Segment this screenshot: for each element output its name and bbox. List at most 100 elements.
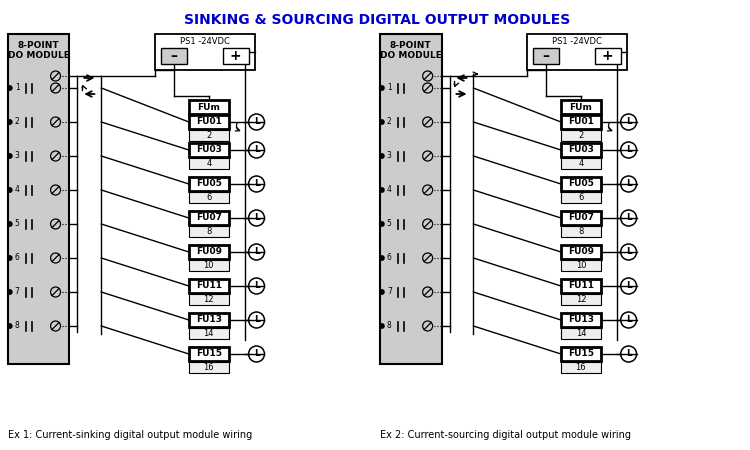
- Text: 7: 7: [15, 288, 20, 297]
- Text: 4: 4: [387, 185, 392, 194]
- Text: 2: 2: [387, 117, 392, 126]
- Text: L: L: [254, 145, 260, 154]
- Bar: [8, 34, 70, 364]
- Text: 2: 2: [206, 131, 212, 140]
- Text: FU09: FU09: [196, 248, 222, 256]
- Text: L: L: [626, 350, 632, 359]
- Text: 10: 10: [575, 261, 586, 270]
- Bar: [561, 100, 601, 114]
- Circle shape: [380, 120, 384, 124]
- Text: Ex 2: Current-sourcing digital output module wiring: Ex 2: Current-sourcing digital output mo…: [380, 430, 631, 440]
- Text: 8: 8: [578, 227, 584, 236]
- Bar: [189, 294, 229, 305]
- Circle shape: [380, 188, 384, 192]
- Text: 10: 10: [203, 261, 214, 270]
- Text: +: +: [230, 49, 242, 63]
- Text: FU05: FU05: [196, 180, 222, 189]
- Text: 8-POINT: 8-POINT: [390, 41, 431, 50]
- Text: L: L: [254, 315, 260, 324]
- Text: 5: 5: [387, 220, 392, 229]
- Bar: [595, 48, 621, 64]
- Circle shape: [8, 290, 12, 294]
- Bar: [561, 294, 601, 305]
- Text: FU05: FU05: [568, 180, 594, 189]
- Text: FU07: FU07: [196, 213, 222, 222]
- Text: 2: 2: [578, 131, 584, 140]
- Circle shape: [380, 290, 384, 294]
- Text: –: –: [542, 49, 550, 63]
- Text: FU15: FU15: [196, 350, 222, 359]
- Text: FU03: FU03: [196, 145, 222, 154]
- Text: 6: 6: [578, 193, 584, 202]
- Text: DO MODULE: DO MODULE: [8, 51, 70, 60]
- Bar: [561, 211, 601, 225]
- Text: 16: 16: [203, 363, 214, 372]
- Text: 1: 1: [387, 84, 392, 93]
- Text: 6: 6: [387, 253, 392, 262]
- Text: L: L: [626, 282, 632, 291]
- Bar: [189, 158, 229, 169]
- Bar: [161, 48, 187, 64]
- Text: L: L: [254, 213, 260, 222]
- Text: 3: 3: [15, 152, 20, 161]
- Bar: [561, 143, 601, 157]
- Bar: [189, 130, 229, 141]
- Text: 6: 6: [206, 193, 212, 202]
- Text: 3: 3: [387, 152, 392, 161]
- Bar: [380, 34, 442, 364]
- Circle shape: [380, 154, 384, 158]
- Text: FU13: FU13: [196, 315, 222, 324]
- Text: 8: 8: [387, 321, 392, 330]
- Bar: [561, 245, 601, 259]
- Text: FU13: FU13: [568, 315, 594, 324]
- Text: L: L: [254, 117, 260, 126]
- Bar: [189, 100, 229, 114]
- Text: L: L: [254, 180, 260, 189]
- Text: 14: 14: [203, 329, 214, 338]
- Bar: [189, 279, 229, 293]
- Text: 4: 4: [206, 159, 212, 168]
- Bar: [189, 177, 229, 191]
- Bar: [189, 313, 229, 327]
- Circle shape: [380, 86, 384, 90]
- Text: Ex 1: Current-sinking digital output module wiring: Ex 1: Current-sinking digital output mod…: [8, 430, 252, 440]
- Bar: [189, 328, 229, 339]
- Text: 1: 1: [15, 84, 20, 93]
- Bar: [527, 34, 627, 70]
- Text: L: L: [254, 282, 260, 291]
- Text: FU11: FU11: [568, 282, 594, 291]
- Circle shape: [8, 120, 12, 124]
- Text: –: –: [170, 49, 178, 63]
- Text: L: L: [626, 117, 632, 126]
- Circle shape: [8, 256, 12, 260]
- Text: 4: 4: [578, 159, 584, 168]
- Bar: [561, 115, 601, 129]
- Text: L: L: [626, 180, 632, 189]
- Text: PS1 -24VDC: PS1 -24VDC: [180, 36, 230, 45]
- Text: PS1 -24VDC: PS1 -24VDC: [552, 36, 602, 45]
- Text: FU15: FU15: [568, 350, 594, 359]
- Bar: [189, 226, 229, 237]
- Bar: [561, 192, 601, 203]
- Bar: [561, 226, 601, 237]
- Bar: [223, 48, 248, 64]
- Text: L: L: [626, 248, 632, 256]
- Text: 16: 16: [575, 363, 586, 372]
- Text: 4: 4: [15, 185, 20, 194]
- Text: FUm: FUm: [197, 103, 220, 112]
- Text: L: L: [626, 145, 632, 154]
- Text: SINKING & SOURCING DIGITAL OUTPUT MODULES: SINKING & SOURCING DIGITAL OUTPUT MODULE…: [184, 13, 570, 27]
- Circle shape: [8, 324, 12, 328]
- Bar: [189, 362, 229, 373]
- Text: 8: 8: [15, 321, 20, 330]
- Bar: [155, 34, 254, 70]
- Text: 12: 12: [575, 295, 586, 304]
- Text: DO MODULE: DO MODULE: [380, 51, 442, 60]
- Text: 14: 14: [575, 329, 586, 338]
- Bar: [189, 260, 229, 271]
- Text: 2: 2: [15, 117, 20, 126]
- Circle shape: [8, 222, 12, 226]
- Bar: [561, 260, 601, 271]
- Circle shape: [8, 86, 12, 90]
- Text: FU01: FU01: [568, 117, 594, 126]
